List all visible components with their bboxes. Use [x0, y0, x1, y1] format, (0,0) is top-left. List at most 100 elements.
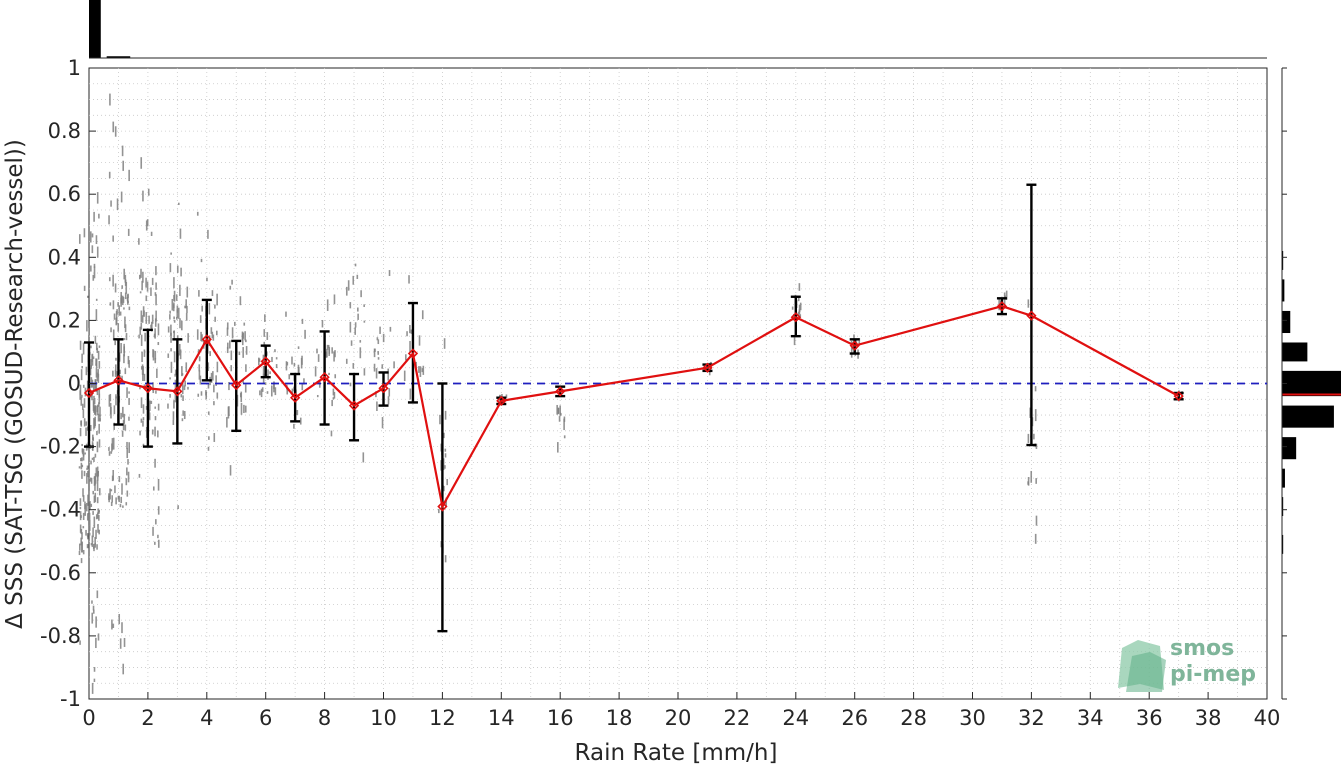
scatter-point: [88, 327, 90, 335]
scatter-point: [140, 157, 143, 169]
scatter-point: [328, 372, 330, 376]
scatter-point: [293, 362, 296, 367]
scatter-point: [95, 616, 97, 628]
scatter-point: [109, 93, 111, 106]
scatter-point: [99, 414, 101, 421]
scatter-point: [81, 532, 83, 540]
scatter-point: [200, 391, 203, 396]
scatter-point: [81, 366, 83, 369]
scatter-point: [393, 361, 395, 369]
scatter-point: [139, 430, 141, 436]
scatter-point: [198, 370, 201, 380]
scatter-point: [121, 622, 123, 634]
scatter-point: [187, 333, 189, 343]
scatter-point: [421, 310, 424, 320]
scatter-point: [148, 409, 151, 419]
scatter-point: [128, 397, 130, 405]
scatter-point: [174, 391, 177, 403]
scatter-point: [264, 382, 267, 386]
scatter-point: [185, 299, 187, 309]
scatter-point: [183, 385, 186, 391]
x-tick-label: 24: [782, 706, 809, 730]
scatter-point: [139, 291, 142, 294]
scatter-point: [359, 340, 362, 343]
scatter-point: [91, 353, 94, 366]
scatter-point: [115, 497, 117, 505]
scatter-point: [94, 335, 97, 344]
scatter-point: [557, 442, 559, 453]
scatter-point: [327, 344, 330, 349]
mean-point: [172, 386, 183, 397]
scatter-point: [90, 543, 93, 546]
right-histogram: [1282, 250, 1341, 554]
scatter-point: [227, 342, 229, 350]
scatter-point: [173, 319, 176, 323]
scatter-point: [154, 292, 157, 296]
scatter-point: [123, 637, 126, 647]
scatter-point: [274, 349, 276, 353]
scatter-point: [409, 340, 411, 353]
scatter-point: [271, 385, 273, 397]
scatter-point: [128, 416, 130, 421]
x-tick-label: 30: [959, 706, 986, 730]
scatter-point: [1034, 533, 1037, 544]
scatter-point: [210, 327, 213, 334]
mean-point: [142, 383, 154, 394]
scatter-point: [108, 394, 111, 407]
scatter-point: [243, 404, 245, 413]
scatter-point: [405, 354, 407, 361]
scatter-point: [112, 437, 115, 450]
scatter-point: [112, 329, 115, 341]
scatter-point: [154, 318, 157, 327]
scatter-point: [90, 377, 93, 388]
scatter-point: [92, 356, 95, 359]
scatter-point: [207, 229, 209, 239]
scatter-point: [357, 313, 359, 320]
scatter-point: [210, 372, 213, 383]
scatter-point: [94, 453, 97, 458]
scatter-point: [145, 220, 148, 231]
scatter-point: [1035, 478, 1037, 484]
scatter-point: [88, 469, 90, 477]
scatter-point: [798, 309, 801, 315]
scatter-point: [119, 369, 121, 375]
scatter-point: [138, 238, 140, 245]
scatter-point: [345, 286, 348, 296]
y-tick-label: 0.4: [48, 245, 81, 269]
mean-point: [702, 362, 713, 373]
right-histogram-bar: [1282, 279, 1285, 302]
scatter-point: [179, 318, 181, 329]
scatter-point: [421, 368, 424, 373]
scatter-point: [301, 383, 304, 391]
scatter-point: [86, 467, 88, 471]
x-tick-label: 0: [82, 706, 95, 730]
scatter-point: [244, 331, 246, 341]
scatter-point: [110, 451, 113, 454]
scatter-point: [157, 539, 160, 548]
scatter-point: [154, 426, 156, 437]
scatter-point: [91, 682, 94, 694]
scatter-point: [316, 394, 319, 398]
scatter-point: [443, 432, 445, 439]
scatter-point: [226, 322, 229, 330]
scatter-point: [94, 536, 96, 545]
scatter-point: [85, 366, 88, 376]
scatter-point: [213, 401, 215, 406]
scatter-point: [157, 506, 160, 515]
scatter-point: [154, 328, 156, 339]
scatter-point: [304, 329, 306, 339]
scatter-point: [83, 418, 86, 427]
scatter-point: [1027, 433, 1030, 443]
scatter-point: [563, 435, 566, 439]
scatter-point: [183, 410, 186, 420]
scatter-point: [267, 369, 269, 380]
scatter-point: [120, 191, 123, 203]
scatter-point: [95, 381, 98, 393]
x-tick-label: 22: [724, 706, 751, 730]
mean-point: [437, 501, 448, 512]
scatter-point: [80, 369, 83, 381]
scatter-point: [142, 420, 144, 427]
scatter-point: [388, 270, 391, 276]
scatter-point: [375, 368, 378, 379]
scatter-point: [127, 459, 129, 465]
